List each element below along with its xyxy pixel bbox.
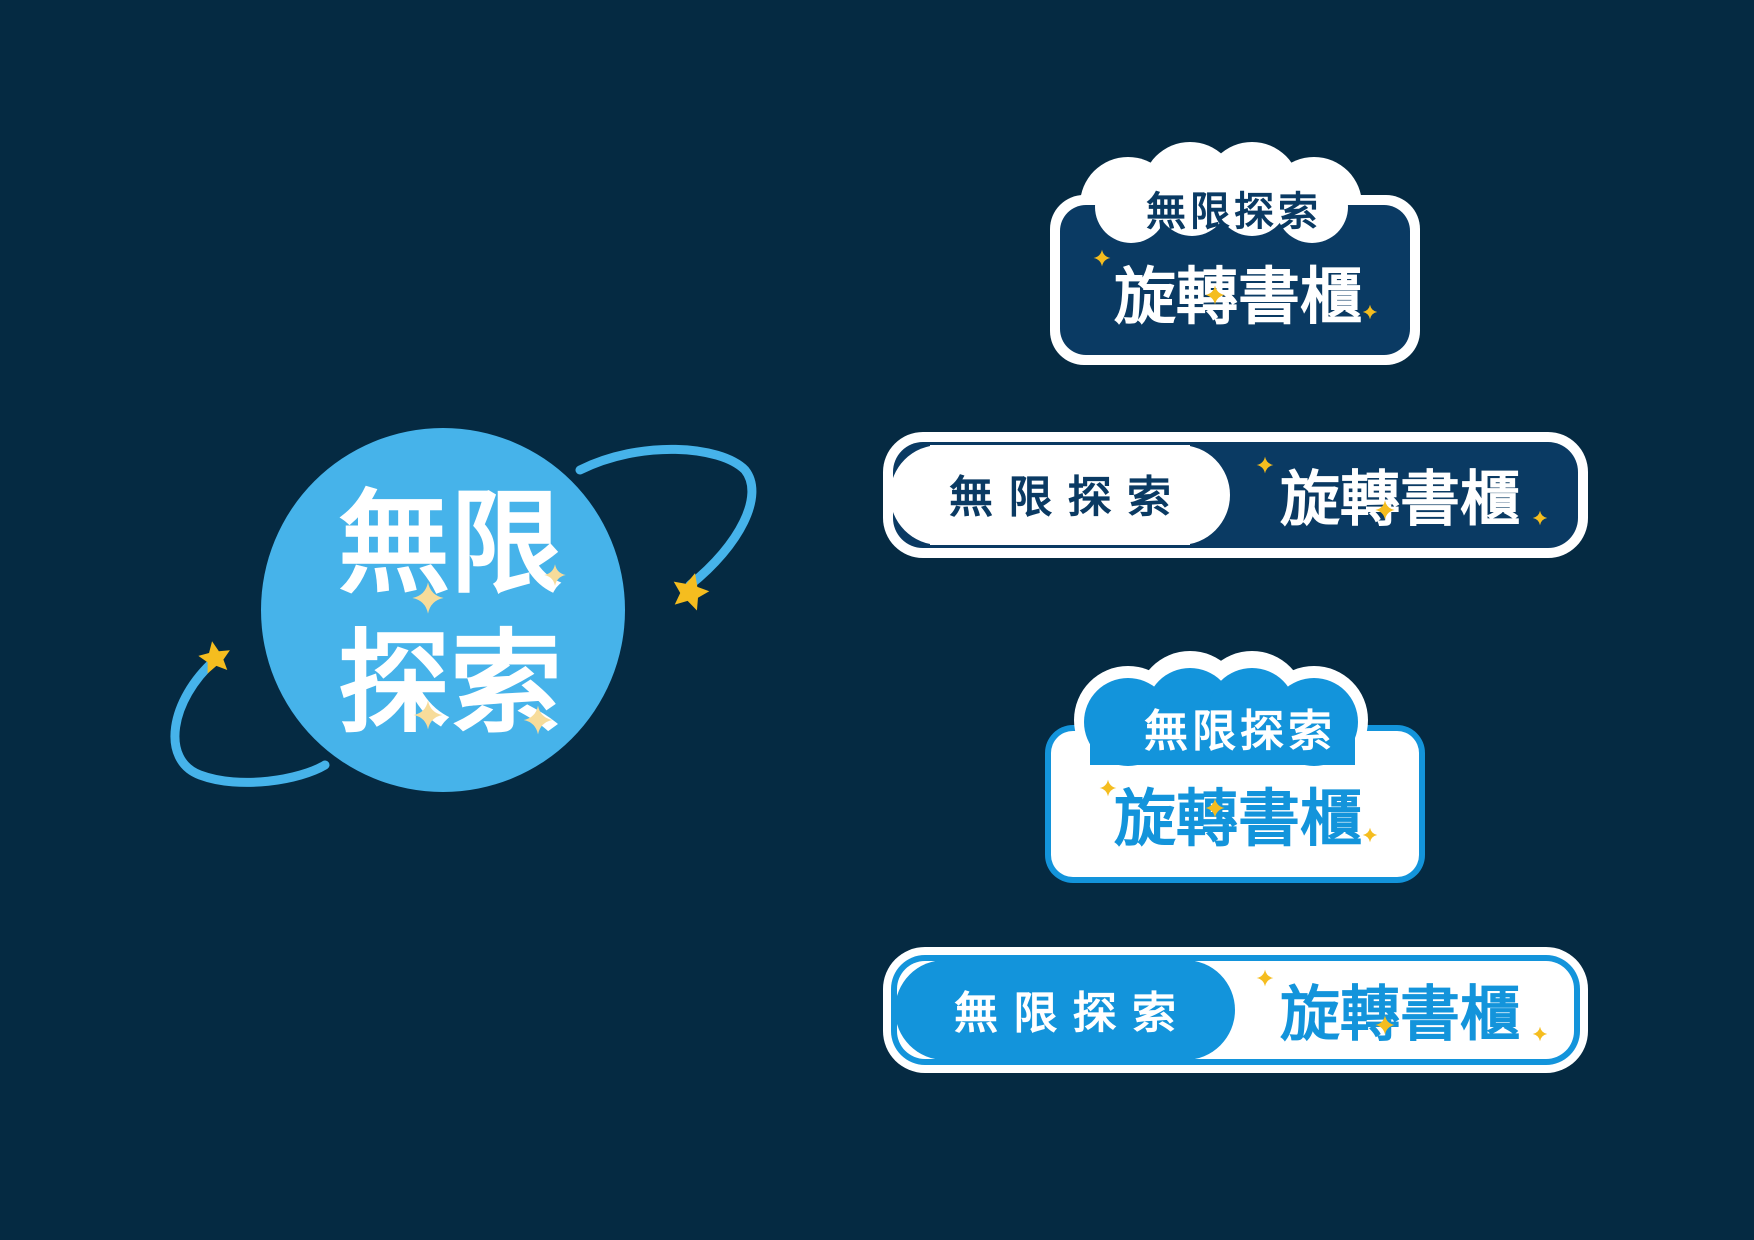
- badge-navy-stacked-bottom: 旋轉書櫃: [1114, 260, 1362, 333]
- badge-blue-inline-left: 無 限 探 索: [954, 988, 1176, 1039]
- planet-title-line1: 無限: [338, 479, 562, 609]
- badge-blue-inline-right: 旋轉書櫃: [1280, 980, 1520, 1050]
- badge-navy-stacked: 無限探索 旋轉書櫃: [1050, 142, 1420, 365]
- badge-navy-inline: 無 限 探 索 旋轉書櫃: [883, 432, 1588, 558]
- badge-navy-inline-left: 無 限 探 索: [949, 472, 1171, 523]
- badge-blue-stacked: 無限探索 旋轉書櫃: [1045, 651, 1425, 883]
- badge-blue-inline: 無 限 探 索 旋轉書櫃: [883, 947, 1588, 1073]
- badge-blue-stacked-bottom: 旋轉書櫃: [1114, 782, 1362, 855]
- badge-navy-inline-right: 旋轉書櫃: [1280, 465, 1520, 535]
- badge-navy-stacked-top: 無限探索: [1146, 189, 1322, 235]
- planet-title-line2: 探索: [338, 619, 562, 749]
- planet-circle: [261, 428, 625, 792]
- planet-logo: 無限 探索: [170, 428, 757, 792]
- badge-blue-stacked-top: 無限探索: [1144, 706, 1336, 757]
- orbit-ring-upper: [575, 444, 757, 590]
- orbit-ring-lower: [170, 655, 330, 787]
